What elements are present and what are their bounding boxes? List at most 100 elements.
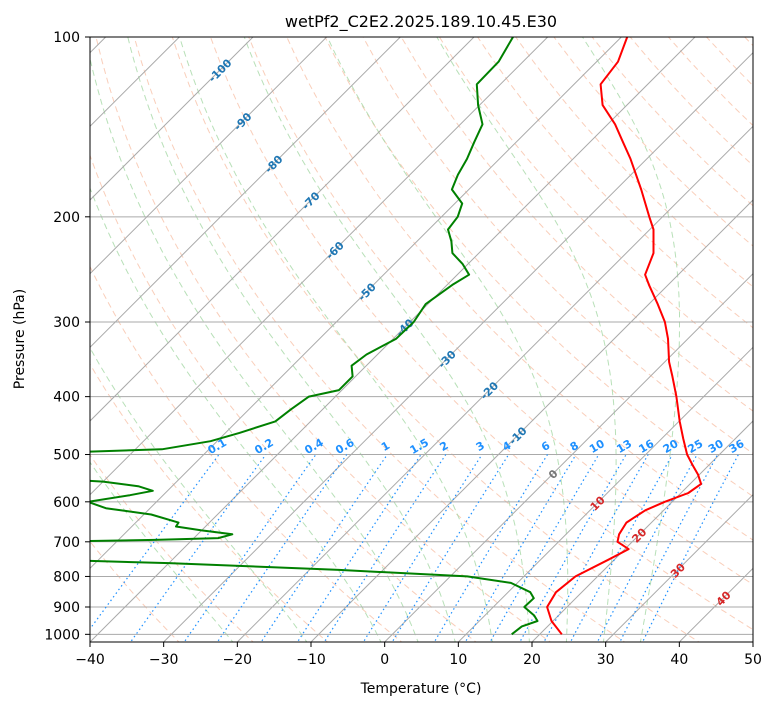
mixing-ratio-label: 25 (685, 437, 705, 456)
isotherm-label: -80 (262, 153, 285, 176)
x-tick-label: 20 (523, 652, 541, 668)
moist-adiabat-line (90, 346, 308, 642)
isotherm-line (752, 641, 753, 642)
dry-adiabat-line (90, 363, 329, 642)
background-lines: 0.1 0.2 0.4 0.6 1 1.5 2 3 4 6 8 10 13 16 20 25 30 36-100-… (90, 37, 753, 642)
isotherm-line (90, 37, 696, 642)
y-axis: 1000 900 800 700 600 500 400 300 200 100 (44, 30, 90, 643)
mixing-ratio-line (362, 454, 483, 642)
dry-adiabat-line (744, 37, 753, 47)
mixing-ratio-line (569, 454, 673, 642)
mixing-ratio-line (129, 454, 267, 642)
dry-adiabat-line (477, 37, 753, 329)
isotherm-line (163, 51, 753, 642)
mixing-ratio-line (296, 454, 422, 642)
mixing-ratio-line (260, 454, 388, 642)
isotherm-label: 0 (546, 467, 561, 482)
isotherm-label: -30 (436, 348, 459, 371)
mixing-ratio-line (216, 454, 348, 642)
dry-adiabat-line (210, 37, 753, 631)
y-tick-label: 1000 (44, 627, 80, 643)
mixing-ratio-label: 36 (727, 437, 747, 456)
mixing-ratio-line (391, 454, 510, 642)
isotherm-line (605, 493, 753, 642)
moist-adiabat-line (243, 37, 530, 642)
mixing-ratio-label: 0.2 (252, 436, 275, 457)
dewpoint-profile-line (90, 37, 539, 636)
moist-adiabat-line (179, 37, 493, 642)
dry-adiabat-line (90, 265, 403, 642)
dry-adiabat-line (400, 37, 753, 412)
isotherm-line (90, 37, 328, 275)
moist-adiabat-line (90, 461, 234, 642)
isotherm-label: -50 (356, 280, 379, 303)
dry-adiabat-line (95, 37, 552, 642)
isotherm-line (90, 37, 475, 422)
isotherm-line (90, 37, 622, 570)
x-tick-label: −30 (149, 652, 179, 668)
mixing-ratio-label: 1.5 (408, 436, 431, 457)
moist-adiabat-line (326, 37, 569, 642)
mixing-ratio-line (323, 454, 447, 642)
x-tick-label: 10 (449, 652, 467, 668)
mixing-ratio-label: 2 (438, 439, 451, 454)
isotherm-label: -100 (206, 56, 235, 85)
isotherm-line (236, 125, 753, 642)
dry-adiabat-line (553, 37, 753, 247)
isotherm-label: -70 (299, 189, 322, 212)
dry-adiabat-line (362, 37, 753, 455)
y-tick-label: 700 (53, 535, 80, 551)
isotherm-label: 10 (588, 493, 608, 513)
isotherm-label: -10 (506, 424, 529, 447)
dry-adiabat-line (90, 153, 477, 642)
isotherm-label: -60 (323, 239, 346, 262)
dry-adiabat-line (515, 37, 753, 288)
isotherm-line (90, 37, 549, 496)
x-axis-label: Temperature (°C) (360, 681, 482, 697)
dry-adiabat-line (90, 453, 254, 642)
isotherm-label: -90 (231, 110, 254, 133)
mixing-ratio-label: 20 (661, 437, 681, 456)
x-tick-label: 50 (744, 652, 762, 668)
isotherm-line (310, 199, 753, 642)
moist-adiabat-line (127, 37, 456, 642)
mixing-ratio-line (596, 454, 698, 642)
isotherm-label: 40 (714, 588, 734, 608)
y-tick-label: 100 (53, 30, 80, 46)
x-tick-label: −20 (223, 652, 253, 668)
mixing-ratio-label: 3 (474, 439, 487, 454)
dry-adiabat-line (248, 37, 753, 586)
y-tick-label: 600 (53, 495, 80, 511)
moist-adiabat-line (90, 186, 382, 642)
moist-adiabat-line (582, 37, 680, 642)
isotherm-label: 30 (668, 560, 688, 580)
y-axis-label: Pressure (hPa) (12, 289, 28, 389)
y-tick-label: 400 (53, 390, 80, 406)
mixing-ratio-label: 30 (706, 437, 726, 456)
mixing-ratio-label: 1 (379, 439, 392, 454)
mixing-ratio-line (641, 454, 739, 642)
temperature-profile-line (546, 37, 703, 635)
dry-adiabat-line (171, 37, 700, 642)
mixing-ratio-line (90, 454, 220, 630)
moist-adiabat-line (436, 37, 617, 642)
x-tick-label: 0 (380, 652, 389, 668)
mixing-ratio-label: 6 (539, 439, 552, 454)
y-tick-label: 300 (53, 315, 80, 331)
mixing-ratio-line (543, 454, 649, 642)
dry-adiabat-line (324, 37, 753, 498)
dry-adiabat-line (668, 37, 753, 127)
isotherm-line (678, 567, 753, 642)
isotherm-label: -40 (393, 316, 416, 339)
mixing-ratio-label: 16 (637, 437, 657, 456)
x-tick-label: 30 (597, 652, 615, 668)
mixing-ratio-label: 10 (587, 437, 607, 456)
chart-title: wetPf2_C2E2.2025.189.10.45.E30 (285, 12, 557, 32)
isotherm-label: -20 (478, 379, 501, 402)
mixing-ratio-label: 0.4 (302, 436, 326, 457)
isotherm-line (457, 346, 753, 642)
x-axis: −40 −30 −20 −10 0 10 20 30 40 50 (75, 642, 762, 668)
y-tick-label: 800 (53, 569, 80, 585)
isotherm-line (384, 272, 753, 642)
